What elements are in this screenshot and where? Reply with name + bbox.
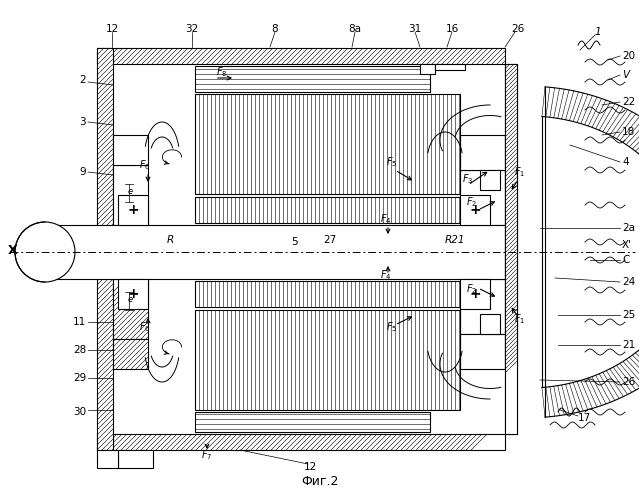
Bar <box>195 66 430 92</box>
Polygon shape <box>460 135 505 170</box>
Text: 2a: 2a <box>622 223 635 233</box>
Text: $F_1$: $F_1$ <box>514 312 526 326</box>
Text: 5: 5 <box>291 237 298 247</box>
Text: 24: 24 <box>622 277 635 287</box>
Text: +: + <box>469 287 481 301</box>
Text: 31: 31 <box>408 24 422 34</box>
Text: 9: 9 <box>79 167 86 177</box>
Text: 8a: 8a <box>348 24 362 34</box>
Polygon shape <box>97 434 505 450</box>
Text: 12: 12 <box>105 24 119 34</box>
Text: 1: 1 <box>595 27 601 37</box>
Text: $F_4$: $F_4$ <box>380 212 392 226</box>
Text: 20: 20 <box>622 51 635 61</box>
Text: 11: 11 <box>73 317 86 327</box>
Text: 27: 27 <box>323 235 337 245</box>
Text: $F_4$: $F_4$ <box>380 268 392 282</box>
Text: $F_5$: $F_5$ <box>387 320 397 334</box>
Text: 28: 28 <box>73 345 86 355</box>
Bar <box>118 195 148 225</box>
Text: 12: 12 <box>304 462 317 472</box>
Text: 3: 3 <box>79 117 86 127</box>
Text: $F_1$: $F_1$ <box>514 165 526 179</box>
Text: 22: 22 <box>622 97 635 107</box>
Text: +: + <box>127 203 139 217</box>
Text: R21: R21 <box>445 235 465 245</box>
Text: 18: 18 <box>622 127 635 137</box>
Text: 32: 32 <box>185 24 199 34</box>
Bar <box>505 64 517 434</box>
Text: 30: 30 <box>73 407 86 417</box>
Text: 21: 21 <box>622 340 635 350</box>
Text: e: e <box>127 296 132 304</box>
Polygon shape <box>113 165 148 225</box>
Polygon shape <box>480 314 500 334</box>
Text: +: + <box>127 287 139 301</box>
Text: 16: 16 <box>445 24 459 34</box>
Text: 8: 8 <box>272 24 279 34</box>
Text: $F_8$: $F_8$ <box>216 65 227 79</box>
Polygon shape <box>505 64 517 434</box>
Bar <box>435 64 465 70</box>
Bar <box>460 279 490 309</box>
Text: 29: 29 <box>73 373 86 383</box>
Text: 4: 4 <box>622 157 629 167</box>
Text: Фиг.2: Фиг.2 <box>302 475 339 488</box>
Polygon shape <box>480 170 500 190</box>
Circle shape <box>15 222 75 282</box>
Text: $F_2$: $F_2$ <box>466 195 477 209</box>
Text: e: e <box>127 188 132 196</box>
Text: 2: 2 <box>79 75 86 85</box>
Polygon shape <box>97 48 505 64</box>
Bar <box>420 64 435 74</box>
Text: V: V <box>622 70 629 80</box>
Polygon shape <box>113 339 148 369</box>
Bar <box>195 197 460 223</box>
Text: 26: 26 <box>622 377 635 387</box>
Bar <box>118 279 148 309</box>
Bar <box>195 310 460 410</box>
Bar <box>40 225 505 279</box>
Polygon shape <box>97 450 118 468</box>
Text: 17: 17 <box>578 413 591 423</box>
Text: R: R <box>166 235 174 245</box>
Text: $F_2$: $F_2$ <box>466 282 477 296</box>
Polygon shape <box>460 279 505 334</box>
Text: X': X' <box>622 240 632 250</box>
Text: 25: 25 <box>622 310 635 320</box>
Bar <box>195 412 430 432</box>
Text: C: C <box>622 255 629 265</box>
Polygon shape <box>113 279 148 339</box>
Text: $F_6$: $F_6$ <box>139 158 151 172</box>
Polygon shape <box>460 334 505 369</box>
Polygon shape <box>113 135 148 165</box>
Bar <box>118 450 153 468</box>
Text: $F_6$: $F_6$ <box>139 320 151 334</box>
Bar <box>460 195 490 225</box>
Bar <box>195 281 460 307</box>
Text: X: X <box>8 244 18 256</box>
Polygon shape <box>460 170 505 225</box>
Text: $F_3$: $F_3$ <box>462 172 473 186</box>
Text: $F_7$: $F_7$ <box>201 448 213 462</box>
Text: +: + <box>469 203 481 217</box>
Text: $F_5$: $F_5$ <box>387 155 397 169</box>
Polygon shape <box>97 48 113 450</box>
Text: 26: 26 <box>511 24 525 34</box>
Bar <box>195 94 460 194</box>
